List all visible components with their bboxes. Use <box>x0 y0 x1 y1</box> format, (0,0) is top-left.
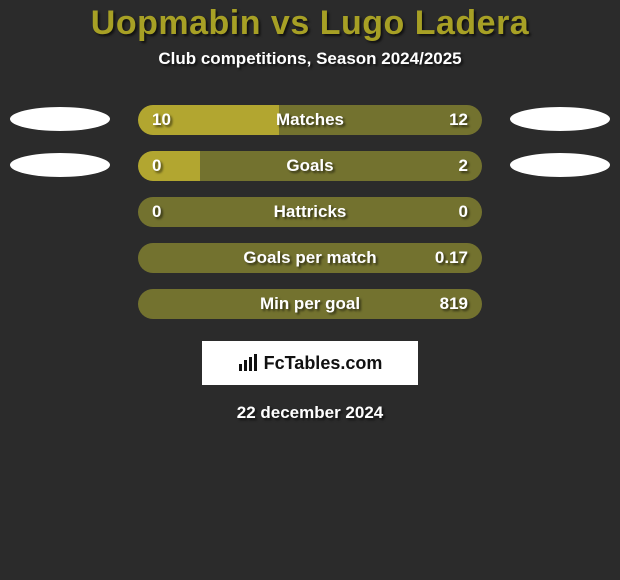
brand-text: FcTables.com <box>264 353 383 374</box>
stat-row: 02Goals <box>0 145 620 191</box>
team-badge-left <box>10 107 110 131</box>
brand-label: FcTables.com <box>238 353 383 374</box>
stat-value-right: 12 <box>435 105 482 135</box>
comparison-card: Uopmabin vs Lugo Ladera Club competition… <box>0 0 620 423</box>
stat-bar: 0 0Hattricks <box>138 197 482 227</box>
stat-value-left: 0 <box>138 197 175 227</box>
stat-value-left <box>138 289 166 319</box>
team-badge-right <box>510 153 610 177</box>
team-badge-right <box>510 107 610 131</box>
stat-label: Hattricks <box>138 197 482 227</box>
stat-value-right: 0.17 <box>421 243 482 273</box>
stat-row: 0 0Hattricks <box>0 191 620 237</box>
stat-value-right: 819 <box>426 289 482 319</box>
stat-row: 1012Matches <box>0 99 620 145</box>
brand-box: FcTables.com <box>202 341 418 385</box>
stat-bar: 0.17Goals per match <box>138 243 482 273</box>
stat-value-right: 2 <box>445 151 482 181</box>
stat-bar: 819Min per goal <box>138 289 482 319</box>
stat-rows: 1012Matches02Goals00Hattricks0.17Goals p… <box>0 99 620 329</box>
stat-bar: 02Goals <box>138 151 482 181</box>
stat-bar: 1012Matches <box>138 105 482 135</box>
page-title: Uopmabin vs Lugo Ladera <box>0 4 620 43</box>
bars-icon <box>238 354 260 372</box>
stat-row: 819Min per goal <box>0 283 620 329</box>
stat-value-left <box>138 243 166 273</box>
stat-value-left: 10 <box>138 105 185 135</box>
page-subtitle: Club competitions, Season 2024/2025 <box>0 49 620 69</box>
date-label: 22 december 2024 <box>0 403 620 423</box>
stat-value-left: 0 <box>138 151 175 181</box>
stat-row: 0.17Goals per match <box>0 237 620 283</box>
team-badge-left <box>10 153 110 177</box>
stat-value-right: 0 <box>445 197 482 227</box>
